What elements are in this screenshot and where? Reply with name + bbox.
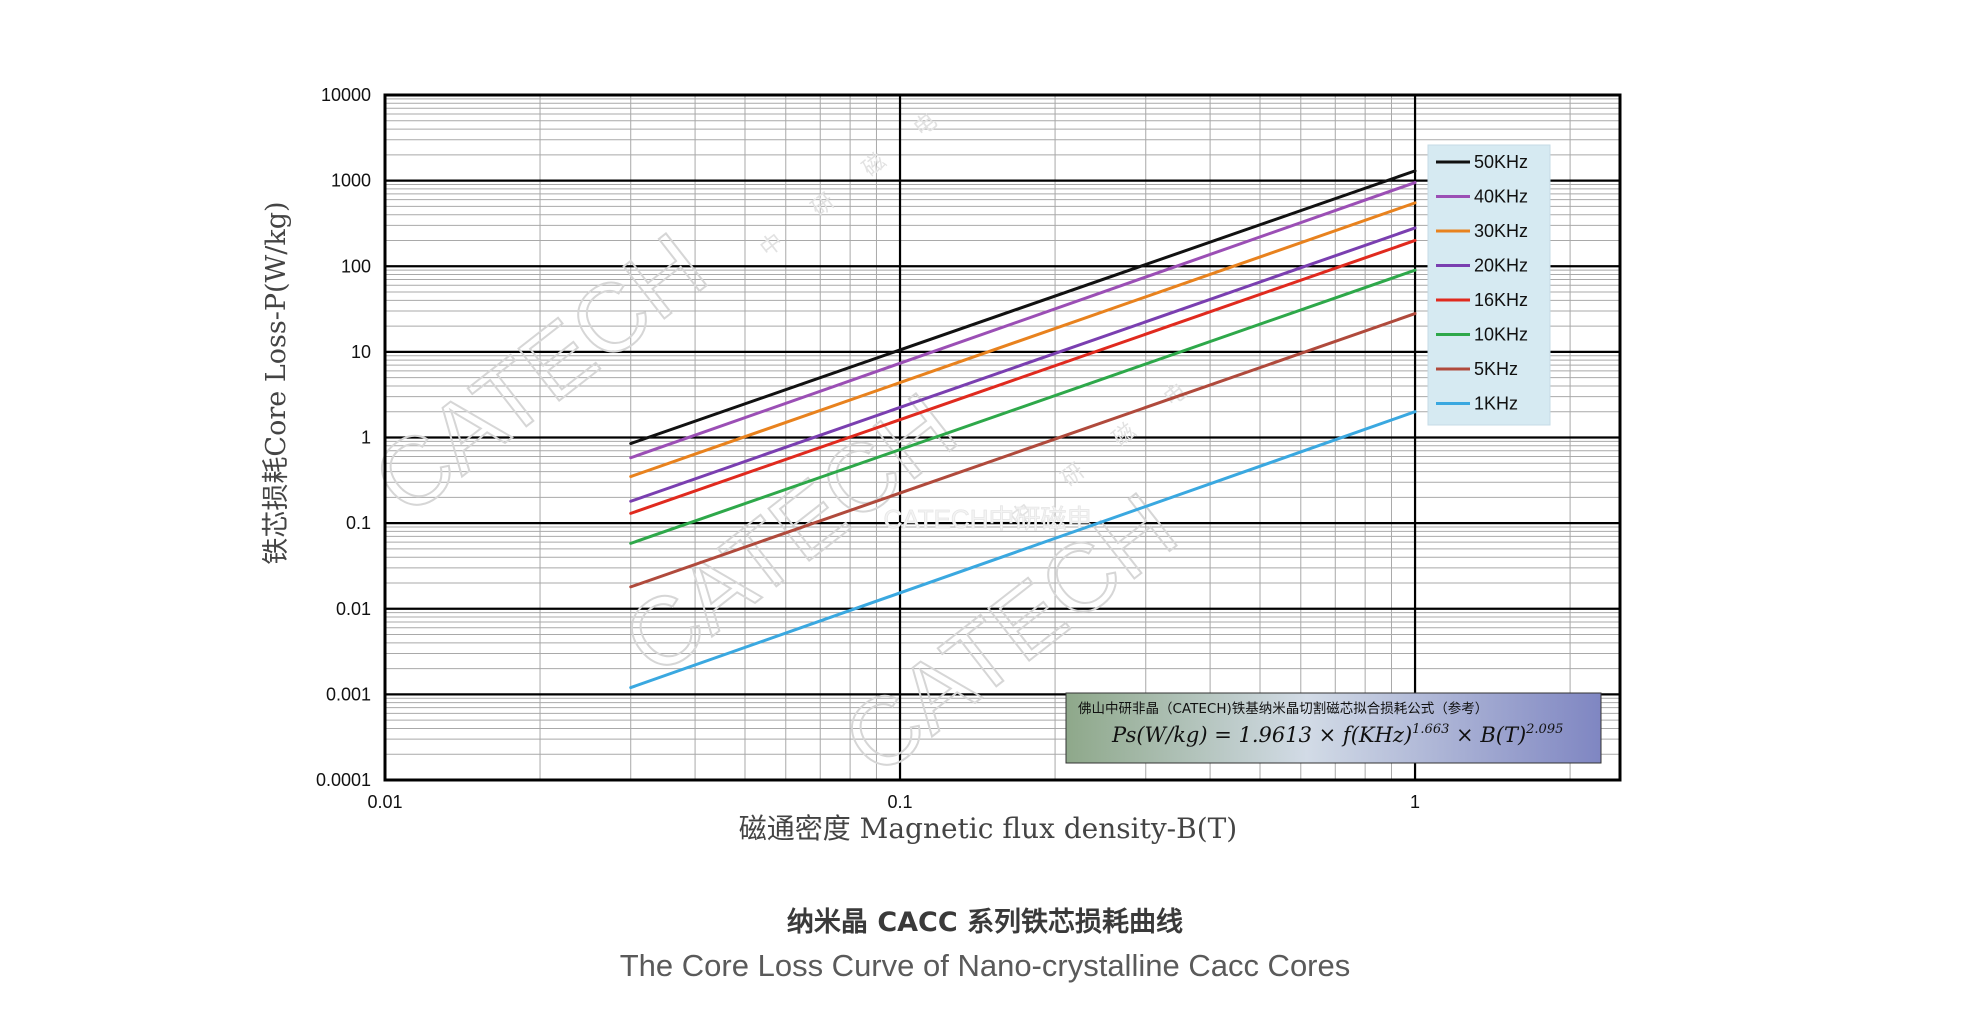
formula-box: 佛山中研非晶（CATECH)铁基纳米晶切割磁芯拟合损耗公式（参考） Ps(W/k… bbox=[1065, 692, 1602, 764]
x-tick-label: 1 bbox=[1410, 792, 1420, 812]
series-line-20khz bbox=[629, 226, 1417, 503]
watermark-center: CATECH中研磁电 bbox=[884, 504, 1093, 534]
y-axis-title: 铁芯损耗Core Loss-P(W/kg) bbox=[261, 201, 292, 564]
y-tick-label: 0.01 bbox=[336, 599, 371, 619]
formula-main: Ps(W/kg) = 1.9613 × f(KHz) bbox=[1111, 723, 1412, 747]
legend-label: 30KHz bbox=[1474, 221, 1528, 241]
legend: 50KHz 40KHz 30KHz 20KHz 16KHz 10KHz 5KHz 1KHz bbox=[1427, 144, 1551, 426]
caption-chinese: 纳米晶 CACC 系列铁芯损耗曲线 bbox=[786, 907, 1184, 938]
y-tick-label: 1000 bbox=[331, 171, 371, 191]
legend-label: 16KHz bbox=[1474, 290, 1528, 310]
legend-label: 5KHz bbox=[1474, 359, 1518, 379]
series-line-50khz bbox=[629, 169, 1417, 446]
formula-equation: Ps(W/kg) = 1.9613 × f(KHz)1.663 × B(T)2.… bbox=[1111, 722, 1563, 747]
series-line-30khz bbox=[629, 201, 1417, 479]
y-tick-label: 100 bbox=[341, 256, 371, 276]
y-tick-label: 0.001 bbox=[326, 684, 371, 704]
y-tick-label: 1 bbox=[361, 428, 371, 448]
legend-label: 50KHz bbox=[1474, 152, 1528, 172]
y-tick-labels: 10000 1000 100 10 1 0.1 0.01 0.001 0.0001 bbox=[316, 85, 371, 790]
y-tick-label: 10000 bbox=[321, 85, 371, 105]
y-tick-label: 0.1 bbox=[346, 513, 371, 533]
series-line-10khz bbox=[629, 268, 1417, 545]
series-line-16khz bbox=[629, 238, 1417, 515]
series-line-5khz bbox=[629, 312, 1417, 589]
series-line-40khz bbox=[629, 181, 1417, 460]
formula-title: 佛山中研非晶（CATECH)铁基纳米晶切割磁芯拟合损耗公式（参考） bbox=[1078, 700, 1488, 717]
legend-label: 1KHz bbox=[1474, 394, 1518, 414]
x-tick-labels: 0.01 0.1 1 bbox=[367, 792, 1420, 812]
formula-exponent-f: 1.663 bbox=[1412, 722, 1449, 737]
formula-box-bg bbox=[1065, 692, 1602, 764]
plot-frame bbox=[383, 93, 1622, 782]
x-tick-label: 0.1 bbox=[888, 792, 913, 812]
legend-box bbox=[1427, 144, 1551, 426]
caption-english: The Core Loss Curve of Nano-crystalline … bbox=[619, 948, 1351, 983]
series-line-1khz bbox=[629, 410, 1417, 690]
legend-label: 10KHz bbox=[1474, 325, 1528, 345]
formula-mid: × B(T) bbox=[1449, 723, 1526, 747]
legend-label: 40KHz bbox=[1474, 187, 1528, 207]
legend-items: 50KHz 40KHz 30KHz 20KHz 16KHz 10KHz 5KHz 1KHz bbox=[1436, 152, 1528, 414]
y-tick-label: 0.0001 bbox=[316, 770, 371, 790]
x-axis-title: 磁通密度 Magnetic flux density-B(T) bbox=[739, 812, 1237, 845]
x-tick-label: 0.01 bbox=[367, 792, 402, 812]
series-layer bbox=[629, 169, 1417, 690]
legend-label: 20KHz bbox=[1474, 256, 1528, 276]
y-tick-label: 10 bbox=[351, 342, 371, 362]
formula-exponent-b: 2.095 bbox=[1525, 722, 1563, 737]
